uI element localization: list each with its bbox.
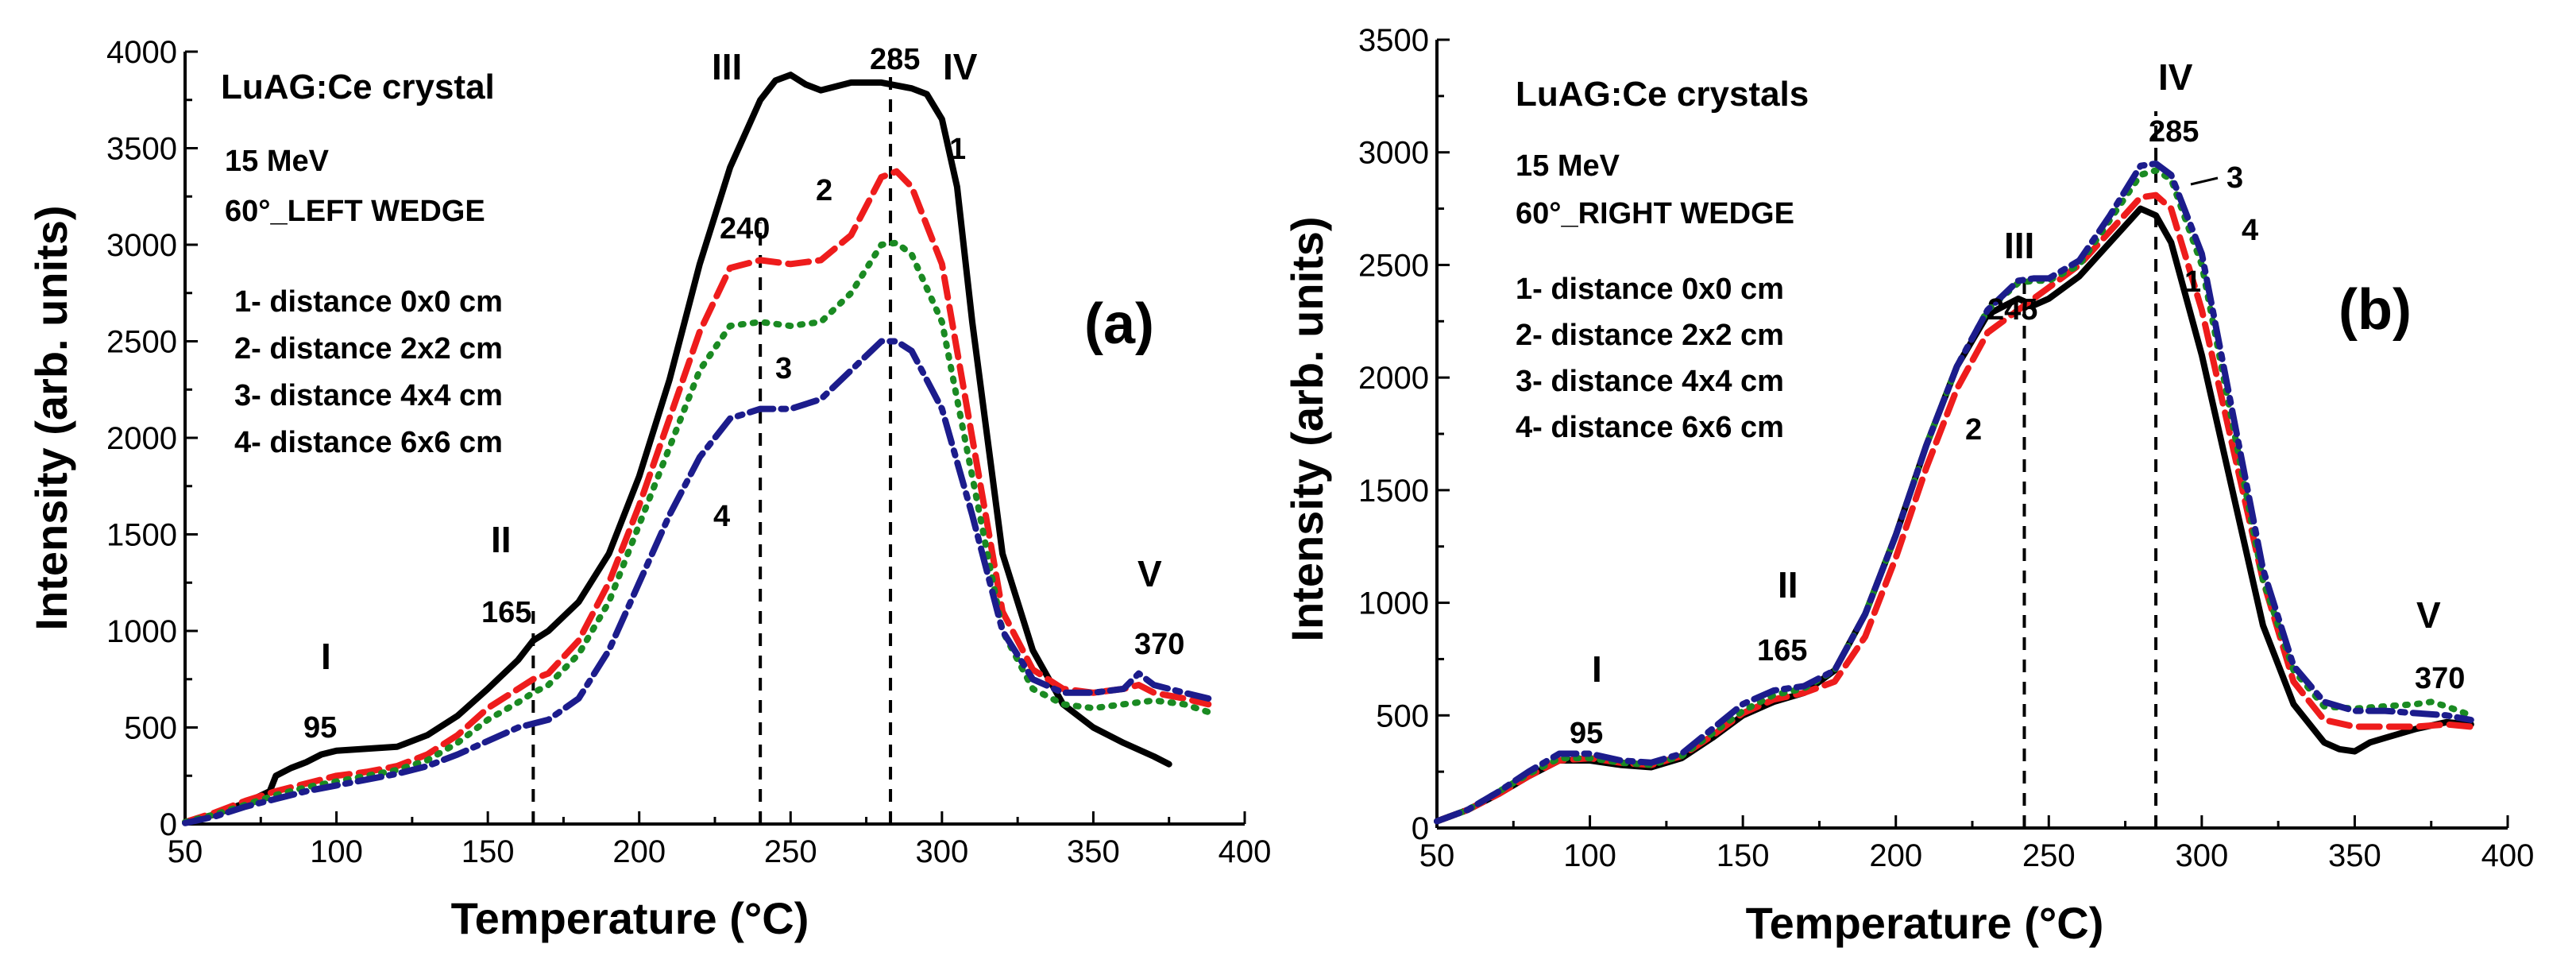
series-line-a-2 (182, 168, 1212, 826)
curve-label-a-1: 1 (949, 133, 966, 166)
peak-temp-b-370: 370 (2415, 662, 2465, 695)
series-line-a-3 (182, 239, 1212, 826)
legend-entry-a-4: 4- distance 6x6 cm (234, 426, 503, 459)
legend-entry-a-3: 3- distance 4x4 cm (234, 379, 503, 412)
peak-temp-a-95: 95 (303, 711, 337, 745)
y-axis-label-b: Intensity (arb. units) (1282, 216, 1332, 641)
legend-entry-a-2: 2- distance 2x2 cm (234, 332, 503, 366)
x-axis-label-b: Temperature (°C) (1746, 898, 2104, 948)
y-tick-label-b: 1500 (1358, 474, 1429, 509)
y-tick-label-b: 3000 (1358, 136, 1429, 171)
peak-roman-a-III: III (712, 46, 742, 87)
x-tick-label-b: 50 (1419, 838, 1455, 873)
y-tick-label-b: 2000 (1358, 361, 1429, 396)
legend-entry-a-1: 1- distance 0x0 cm (234, 285, 503, 319)
series-line-a-4 (182, 338, 1212, 826)
y-tick-label-a: 2000 (106, 421, 177, 456)
x-axis-label-a: Temperature (°C) (451, 893, 809, 943)
peak-roman-b-IV: IV (2158, 56, 2193, 98)
y-tick-label-b: 1000 (1358, 586, 1429, 621)
x-tick-label-a: 250 (764, 834, 817, 869)
peak-roman-b-I: I (1592, 648, 1602, 690)
series-line-b-1 (1434, 205, 2474, 825)
y-tick-label-a: 1500 (106, 518, 177, 553)
y-tick-label-a: 3500 (106, 132, 177, 167)
y-axis-label-a: Intensity (arb. units) (26, 205, 76, 630)
peak-roman-a-V: V (1137, 553, 1162, 594)
y-tick-label-a: 3000 (106, 228, 177, 263)
peak-temp-a-285: 285 (870, 43, 920, 76)
curve-label-b-1: 1 (2184, 265, 2201, 299)
peak-temp-b-165: 165 (1757, 634, 1807, 667)
x-tick-label-a: 400 (1218, 834, 1272, 869)
info-energy-b: 15 MeV (1516, 149, 1620, 183)
x-tick-label-b: 100 (1563, 838, 1616, 873)
peak-roman-a-II: II (491, 519, 512, 560)
x-tick-label-b: 150 (1717, 838, 1770, 873)
curve-label-a-2: 2 (816, 174, 832, 207)
curve-label-a-3: 3 (775, 352, 792, 385)
curve-label-a-4: 4 (713, 500, 730, 533)
axes-b: 50 100 150 200 250 300 350 400 0 500 1000 1500 2000 2… (1358, 23, 2534, 873)
x-tick-label-a: 100 (310, 834, 363, 869)
peak-temp-b-95: 95 (1570, 717, 1603, 750)
peak-roman-a-IV: IV (943, 46, 978, 87)
x-tick-label-b: 250 (2022, 838, 2076, 873)
info-geometry-b: 60°_RIGHT WEDGE (1516, 197, 1794, 230)
legend-entry-b-2: 2- distance 2x2 cm (1516, 319, 1784, 352)
peak-roman-b-V: V (2416, 594, 2441, 636)
peak-temp-a-370: 370 (1134, 628, 1184, 661)
legend-entry-b-3: 3- distance 4x4 cm (1516, 365, 1784, 398)
panel-label-a: (a) (1084, 292, 1154, 356)
axes-a: 50 100 150 200 250 300 350 40005001000150020002… (106, 35, 1271, 869)
legend-entry-b-1: 1- distance 0x0 cm (1516, 273, 1784, 306)
series-a (182, 72, 1212, 826)
y-tick-label-a: 500 (124, 711, 177, 746)
peak-temp-b-245: 245 (1987, 293, 2037, 327)
peak-temp-a-240: 240 (720, 212, 770, 246)
y-tick-label-a: 4000 (106, 35, 177, 70)
x-tick-label-b: 300 (2175, 838, 2228, 873)
x-tick-label-b: 350 (2328, 838, 2381, 873)
y-tick-label-a: 0 (160, 807, 177, 842)
curve-label-b-4: 4 (2242, 214, 2258, 247)
peak-temp-b-285: 285 (2149, 115, 2199, 149)
panel-label-b: (b) (2338, 278, 2412, 342)
info-energy-a: 15 MeV (225, 145, 330, 178)
y-tick-label-b: 3500 (1358, 23, 1429, 58)
series-line-a-1 (182, 72, 1172, 826)
peak-temp-a-165: 165 (481, 596, 531, 629)
series-b (1434, 160, 2474, 825)
chart-title-a: LuAG:Ce crystal (221, 68, 495, 106)
x-tick-label-a: 300 (915, 834, 968, 869)
x-tick-label-a: 350 (1067, 834, 1120, 869)
x-tick-label-a: 150 (462, 834, 515, 869)
reference-lines-a (531, 56, 893, 824)
reference-lines-b (2022, 111, 2158, 828)
x-tick-label-a: 200 (612, 834, 666, 869)
peak-roman-b-III: III (2004, 225, 2034, 266)
chart-panel-a: 50 100 150 200 250 300 350 40005001000150020002… (26, 35, 1271, 943)
curve-label-b-3-leader (2190, 176, 2219, 186)
peak-roman-a-I: I (321, 636, 331, 677)
y-tick-label-b: 2500 (1358, 248, 1429, 283)
series-line-b-4 (1434, 160, 2474, 825)
x-tick-label-b: 400 (2481, 838, 2535, 873)
curve-label-b-2: 2 (1965, 413, 1982, 447)
info-geometry-a: 60°_LEFT WEDGE (225, 195, 485, 228)
x-tick-label-b: 200 (1869, 838, 1922, 873)
y-tick-label-a: 1000 (106, 614, 177, 649)
chart-title-b: LuAG:Ce crystals (1516, 75, 1809, 114)
y-tick-label-b: 500 (1376, 698, 1429, 733)
y-tick-label-b: 0 (1412, 811, 1429, 846)
x-tick-label-a: 50 (168, 834, 203, 869)
peak-roman-b-II: II (1778, 564, 1798, 606)
curve-label-b-3: 3 (2226, 161, 2243, 195)
legend-entry-b-4: 4- distance 6x6 cm (1516, 411, 1784, 444)
y-tick-label-a: 2500 (106, 325, 177, 360)
chart-panel-b: 50 100 150 200 250 300 350 400 0 500 1000 1500 2000 2… (1282, 23, 2534, 948)
